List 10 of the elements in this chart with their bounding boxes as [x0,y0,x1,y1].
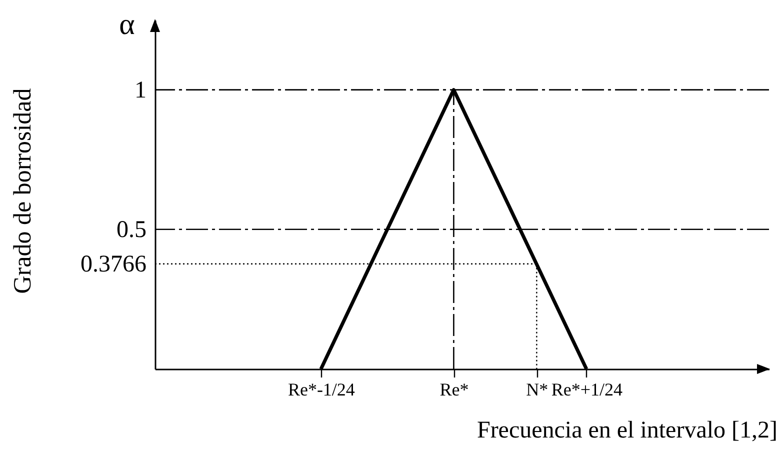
x-tick-label: Re*-1/24 [288,380,355,400]
x-tick-label: Re*+1/24 [551,380,623,400]
y-tick-label: 0.3766 [80,251,146,278]
x-tick-label: Re* [440,380,469,400]
x-tick-label: N* [526,380,548,400]
y-tick-label: 0.5 [116,216,146,243]
y-axis-title: Grado de borrosidad [10,88,36,294]
x-axis-title: Frecuencia en el intervalo [1,2] [476,418,778,444]
text: α [119,8,136,41]
y-tick-label: 1 [134,77,146,104]
